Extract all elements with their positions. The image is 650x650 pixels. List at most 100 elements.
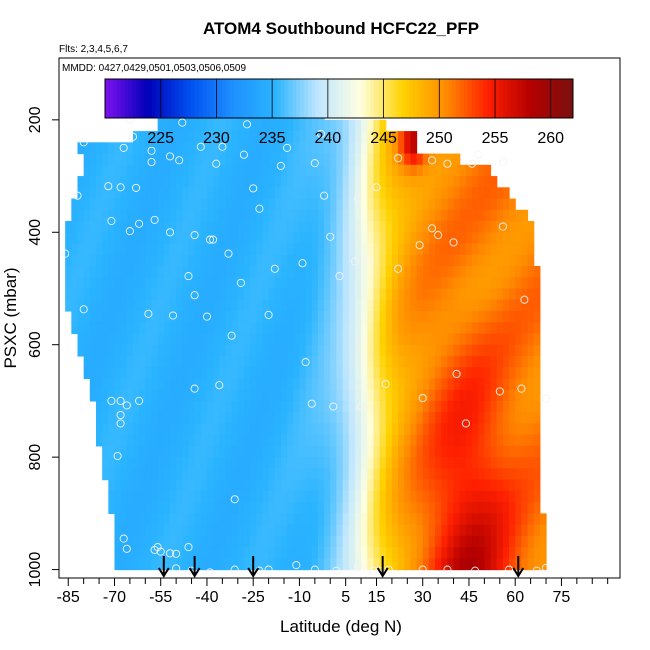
heatmap-cell xyxy=(502,333,510,346)
heatmap-cell xyxy=(262,288,270,301)
colorbar-segment xyxy=(354,79,359,118)
heatmap-cell xyxy=(280,502,288,514)
heatmap-cell xyxy=(379,187,387,200)
heatmap-cell xyxy=(176,164,183,177)
heatmap-cell xyxy=(280,119,288,132)
heatmap-cell xyxy=(213,434,220,447)
heatmap-cell xyxy=(496,378,504,391)
heatmap-cell xyxy=(509,434,516,447)
heatmap-cell xyxy=(515,490,522,503)
heatmap-cell xyxy=(354,423,362,436)
sample-point xyxy=(107,216,116,226)
heatmap-cell xyxy=(157,502,165,514)
heatmap-cell xyxy=(194,412,202,424)
heatmap-cell xyxy=(373,423,381,436)
heatmap-cell xyxy=(533,524,541,537)
heatmap-cell xyxy=(502,513,510,526)
sample-point xyxy=(372,183,381,192)
heatmap-cell xyxy=(533,479,541,492)
heatmap-cell xyxy=(379,131,387,143)
heatmap-cell xyxy=(287,524,294,537)
heatmap-cell xyxy=(213,344,220,357)
heatmap-cell xyxy=(361,164,368,177)
heatmap-cell xyxy=(317,490,325,503)
heatmap-cell xyxy=(250,209,257,222)
heatmap-cell xyxy=(114,434,122,447)
heatmap-cell xyxy=(410,187,418,200)
heatmap-cell xyxy=(83,187,91,200)
heatmap-cell xyxy=(213,423,220,436)
heatmap-cell xyxy=(336,479,344,492)
heatmap-cell xyxy=(293,389,301,402)
heatmap-cell xyxy=(268,558,276,571)
heatmap-cell xyxy=(311,198,319,211)
heatmap-cell xyxy=(71,288,79,301)
heatmap-cell xyxy=(206,266,214,278)
heatmap-cell xyxy=(521,445,529,458)
heatmap-cell xyxy=(274,198,282,211)
heatmap-cell xyxy=(305,344,313,357)
heatmap-cell xyxy=(114,502,122,514)
colorbar-segment xyxy=(389,79,395,118)
heatmap-cell xyxy=(453,457,461,469)
colorbar-segment xyxy=(206,79,211,118)
heatmap-cell xyxy=(102,322,109,335)
heatmap-cell xyxy=(293,547,301,559)
heatmap-cell xyxy=(527,299,535,312)
heatmap-cell xyxy=(515,445,522,458)
colorbar-segment xyxy=(171,79,176,118)
heatmap-cell xyxy=(317,254,325,267)
heatmap-cell xyxy=(274,547,282,559)
heatmap-cell xyxy=(416,502,424,514)
heatmap-cell xyxy=(145,558,153,571)
heatmap-cell xyxy=(453,490,461,503)
heatmap-cell xyxy=(484,457,492,469)
heatmap-cell xyxy=(441,288,448,301)
heatmap-cell xyxy=(163,344,171,357)
heatmap-cell xyxy=(496,445,504,458)
sample-point xyxy=(165,549,175,558)
heatmap-cell xyxy=(367,423,374,436)
heatmap-cell xyxy=(317,434,325,447)
heatmap-cell xyxy=(145,434,153,447)
heatmap-cell xyxy=(132,209,140,222)
heatmap-cell xyxy=(373,221,381,233)
heatmap-cell xyxy=(151,468,159,481)
colorbar-segment xyxy=(175,79,180,118)
heatmap-cell xyxy=(324,535,331,548)
colorbar-tick-label: 240 xyxy=(315,130,342,147)
heatmap-cell xyxy=(163,355,171,368)
plot-frame xyxy=(58,57,621,579)
heatmap-cell xyxy=(428,153,436,166)
heatmap-cell xyxy=(287,389,294,402)
heatmap-cell xyxy=(416,400,424,413)
heatmap-cell xyxy=(256,187,264,200)
heatmap-cell xyxy=(188,502,196,514)
heatmap-cell xyxy=(441,457,448,469)
sample-point xyxy=(394,264,403,273)
heatmap-cell xyxy=(83,232,91,245)
heatmap-cell xyxy=(404,310,411,323)
heatmap-cell xyxy=(287,378,294,391)
heatmap-cell xyxy=(404,344,411,357)
heatmap-cell xyxy=(293,479,301,492)
heatmap-cell xyxy=(151,322,159,335)
heatmap-cell xyxy=(305,400,313,413)
heatmap-cell xyxy=(182,243,190,256)
heatmap-cell xyxy=(428,288,436,301)
heatmap-cell xyxy=(194,209,202,222)
heatmap-cell xyxy=(120,344,128,357)
heatmap-cell xyxy=(157,378,165,391)
heatmap-cell xyxy=(385,412,393,424)
sample-point xyxy=(132,183,141,192)
heatmap-cell xyxy=(108,445,116,458)
heatmap-cell xyxy=(398,322,405,335)
heatmap-cell xyxy=(422,558,430,571)
heatmap-cell xyxy=(373,119,381,132)
colorbar-segment xyxy=(222,79,227,118)
heatmap-cell xyxy=(169,333,177,346)
heatmap-cell xyxy=(243,389,251,402)
heatmap-cell xyxy=(453,153,461,166)
heatmap-cell xyxy=(169,232,177,245)
heatmap-cell xyxy=(515,535,522,548)
